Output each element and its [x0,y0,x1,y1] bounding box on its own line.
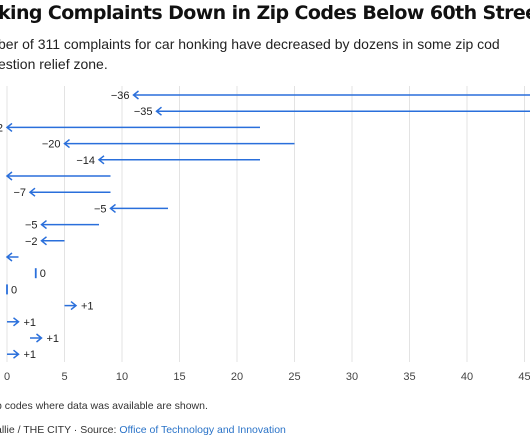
x-tick-label: 15 [173,371,185,383]
arrow-row [5,171,111,181]
arrow-row: 0 [6,284,17,296]
change-label: +1 [47,333,60,345]
arrow-rows: −36−352−20−14−7−5−5−200+1+1+1+1 [0,90,530,361]
arrow-head [63,139,70,149]
arrow-row: +1 [30,333,59,345]
source-line: allie / THE CITY · Source: Office of Tec… [0,424,286,436]
change-label: −7 [13,187,26,199]
change-label: −35 [134,106,153,118]
x-axis: 0 5 10 15 20 25 30 35 40 45 [4,371,530,383]
x-tick-label: 20 [231,371,243,383]
x-tick-label: 10 [116,371,128,383]
change-label: 0 [40,268,46,280]
arrow-row: −20 [42,139,295,151]
arrow-head [132,90,139,100]
arrow-head [5,171,13,181]
arrow-row: −7 [13,187,111,199]
x-tick-label: 35 [403,371,415,383]
change-label: +1 [81,301,94,313]
arrow-row: −36 [111,90,530,102]
arrow-row: +1 [7,317,36,329]
change-label: −5 [25,220,38,232]
arrow-row: −5 [94,203,168,215]
gridlines [6,86,525,362]
x-tick-label: 5 [61,371,67,383]
arrow-row: 0 [34,268,46,280]
subtitle-line-1: ber of 311 complaints for car honking ha… [0,36,500,52]
change-label: −20 [42,139,61,151]
chart-subtitle: ber of 311 complaints for car honking ha… [0,34,530,74]
arrow-row: 2 [0,122,260,134]
change-label: 2 [0,122,3,134]
change-label: −36 [111,90,130,102]
arrow-head [97,155,105,165]
arrow-head [155,106,162,116]
arrow-head [109,203,116,213]
change-label: −5 [94,203,107,215]
x-tick-label: 45 [518,371,530,383]
arrow-row: −35 [134,106,530,118]
chart-title: king Complaints Down in Zip Codes Below … [0,2,530,24]
source-credit: allie / THE CITY · Source: [0,424,120,436]
x-tick-label: 25 [288,371,300,383]
source-link[interactable]: Office of Technology and Innovation [119,424,286,436]
change-label: −2 [25,236,38,248]
arrow-row: −5 [25,220,99,232]
arrow-head [5,122,13,132]
arrow-head [36,333,43,343]
x-tick-label: 40 [461,371,473,383]
arrow-head [70,301,78,311]
arrow-row: −14 [76,155,260,167]
arrow-head [40,236,47,246]
arrow-row: +1 [64,301,94,313]
arrow-head [13,317,20,327]
arrow-row: +1 [7,349,36,361]
arrow-head [40,220,47,230]
arrow-row: −2 [25,236,65,248]
change-label: −14 [76,155,95,167]
arrow-head [5,252,13,262]
x-tick-label: 0 [4,371,10,383]
subtitle-line-2: estion relief zone. [0,56,108,72]
x-tick-label: 30 [346,371,358,383]
arrow-row [5,252,19,262]
footnote: p codes where data was available are sho… [0,400,208,412]
arrow-head [28,187,36,197]
change-label: +1 [24,317,37,329]
change-label: 0 [11,284,17,296]
change-label: +1 [24,349,37,361]
arrow-head [13,349,20,359]
